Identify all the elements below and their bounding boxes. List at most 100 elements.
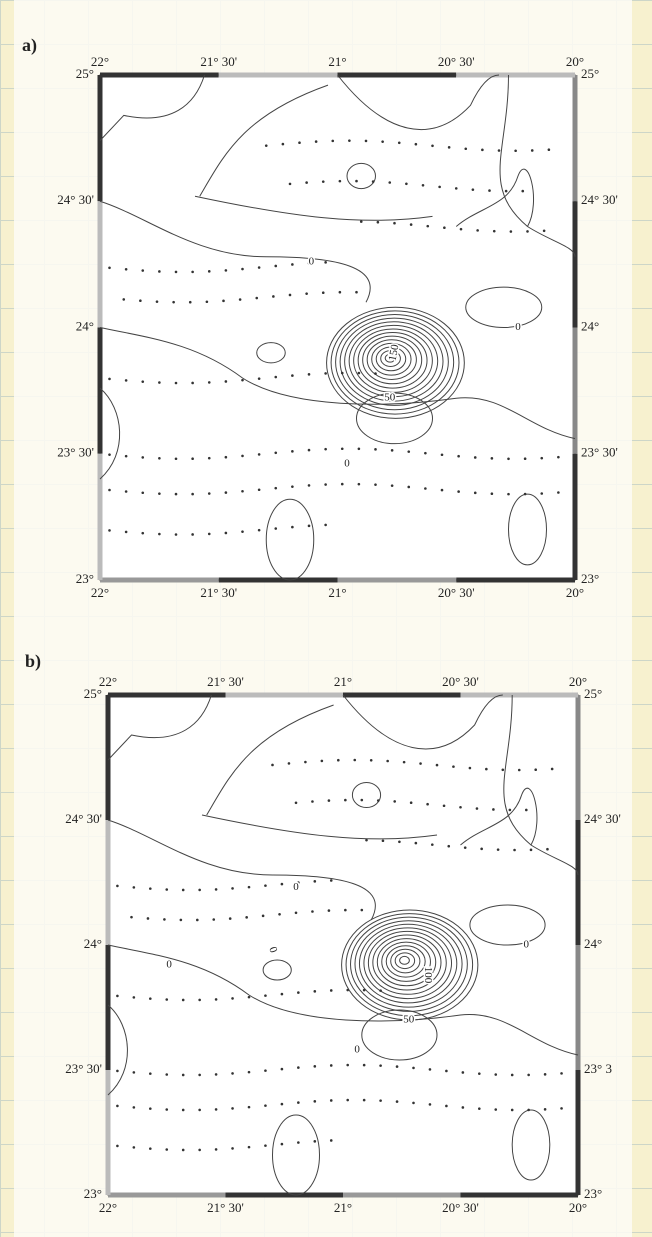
- right-tick-label: 23° 30': [581, 445, 618, 460]
- station: [139, 299, 142, 302]
- contour-label: 0: [524, 939, 530, 951]
- station: [149, 1147, 152, 1150]
- station: [231, 1107, 234, 1110]
- contour-label: 50: [403, 1014, 415, 1026]
- station: [163, 918, 166, 921]
- station: [198, 998, 201, 1002]
- station: [278, 912, 281, 916]
- station: [457, 490, 460, 493]
- station: [494, 1073, 498, 1076]
- station: [245, 916, 248, 919]
- left-tick-label: 24° 30': [57, 192, 94, 207]
- station: [191, 457, 194, 461]
- station: [224, 380, 228, 383]
- station: [478, 1072, 481, 1075]
- station: [198, 888, 201, 892]
- station: [291, 450, 294, 453]
- contour-label: 0: [515, 321, 521, 333]
- station: [426, 802, 429, 806]
- right-tick-label: 24°: [584, 936, 602, 951]
- station: [108, 377, 111, 381]
- station: [320, 759, 324, 763]
- station: [492, 229, 496, 233]
- station: [327, 799, 331, 802]
- station: [307, 524, 311, 528]
- station: [395, 1100, 399, 1103]
- station: [274, 486, 278, 490]
- station: [132, 1071, 136, 1074]
- station: [291, 525, 294, 529]
- station: [461, 1071, 465, 1074]
- contour-loop: [466, 287, 542, 327]
- station: [124, 454, 128, 458]
- contour-line: [100, 201, 370, 302]
- station: [447, 844, 451, 848]
- station: [464, 147, 468, 151]
- station: [264, 144, 268, 147]
- station: [523, 457, 527, 460]
- station: [231, 997, 234, 1000]
- contour-ring: [377, 939, 435, 986]
- contour-loop: [362, 1010, 437, 1060]
- station: [471, 188, 475, 191]
- station: [241, 489, 244, 493]
- station: [507, 492, 510, 496]
- station: [374, 483, 377, 486]
- contour-ring: [376, 347, 406, 371]
- station: [463, 846, 467, 849]
- station: [132, 1106, 136, 1109]
- station: [412, 1066, 415, 1070]
- station: [357, 482, 361, 486]
- station: [540, 492, 544, 495]
- contour-label: 100: [422, 967, 434, 984]
- station: [174, 270, 178, 274]
- station: [304, 760, 307, 764]
- station: [494, 1108, 498, 1111]
- station: [397, 141, 401, 145]
- contour-line: [456, 169, 533, 226]
- station: [348, 139, 351, 142]
- contour-line: [108, 820, 375, 920]
- station: [165, 888, 169, 891]
- contour-ring: [354, 329, 433, 392]
- station: [297, 991, 300, 994]
- contour-loop: [347, 163, 376, 188]
- station: [196, 918, 199, 922]
- station: [355, 179, 358, 183]
- station: [459, 805, 462, 809]
- bottom-tick-label: 21°: [328, 585, 346, 600]
- station: [346, 1063, 350, 1067]
- station: [158, 270, 161, 273]
- right-tick-label: 24° 30': [584, 811, 621, 826]
- station: [414, 142, 418, 146]
- station: [264, 994, 267, 997]
- station: [116, 994, 119, 998]
- station: [124, 379, 128, 382]
- station: [497, 149, 501, 152]
- station: [414, 841, 418, 845]
- station: [274, 375, 278, 379]
- contour-ring: [342, 910, 478, 1020]
- bottom-tick-label: 20° 30': [442, 1200, 479, 1215]
- station: [447, 146, 451, 149]
- station: [360, 798, 364, 802]
- station: [357, 371, 361, 375]
- station: [379, 1099, 382, 1102]
- station: [527, 1108, 530, 1112]
- contour-loop: [273, 1115, 320, 1195]
- station: [198, 1148, 201, 1152]
- station: [280, 1142, 284, 1146]
- map-panel: a) 22° 21° 30' 21° 20° 30' 20° 22° 21° 30' 21° 20…: [22, 35, 618, 600]
- station: [340, 371, 344, 375]
- contour-ring: [382, 942, 431, 981]
- station: [543, 1073, 547, 1076]
- station: [155, 300, 159, 303]
- station: [108, 453, 111, 456]
- station: [207, 381, 211, 384]
- station: [247, 885, 251, 889]
- contour-ring: [391, 949, 420, 973]
- map-panel: b) 22° 21° 30' 21° 20° 30' 20° 22° 21° 30' 21° 20…: [25, 651, 621, 1215]
- station: [224, 531, 228, 535]
- contour-ring: [359, 924, 456, 1003]
- station: [280, 1067, 284, 1071]
